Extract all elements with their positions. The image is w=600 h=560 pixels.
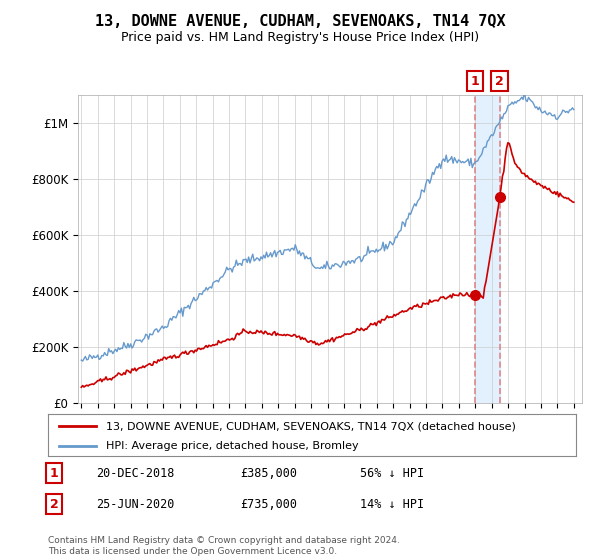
Text: £735,000: £735,000 <box>240 497 297 511</box>
Text: 13, DOWNE AVENUE, CUDHAM, SEVENOAKS, TN14 7QX: 13, DOWNE AVENUE, CUDHAM, SEVENOAKS, TN1… <box>95 14 505 29</box>
Text: 56% ↓ HPI: 56% ↓ HPI <box>360 466 424 480</box>
Text: 1: 1 <box>50 466 58 480</box>
Text: £385,000: £385,000 <box>240 466 297 480</box>
Bar <box>475 95 500 403</box>
Text: Contains HM Land Registry data © Crown copyright and database right 2024.
This d: Contains HM Land Registry data © Crown c… <box>48 536 400 556</box>
Text: 2: 2 <box>495 74 504 88</box>
Text: 20-DEC-2018: 20-DEC-2018 <box>96 466 175 480</box>
Text: 25-JUN-2020: 25-JUN-2020 <box>96 497 175 511</box>
Text: 1: 1 <box>470 74 479 88</box>
Text: 14% ↓ HPI: 14% ↓ HPI <box>360 497 424 511</box>
Text: 2: 2 <box>50 497 58 511</box>
Text: Price paid vs. HM Land Registry's House Price Index (HPI): Price paid vs. HM Land Registry's House … <box>121 31 479 44</box>
Text: HPI: Average price, detached house, Bromley: HPI: Average price, detached house, Brom… <box>106 441 359 451</box>
Text: 13, DOWNE AVENUE, CUDHAM, SEVENOAKS, TN14 7QX (detached house): 13, DOWNE AVENUE, CUDHAM, SEVENOAKS, TN1… <box>106 421 516 431</box>
